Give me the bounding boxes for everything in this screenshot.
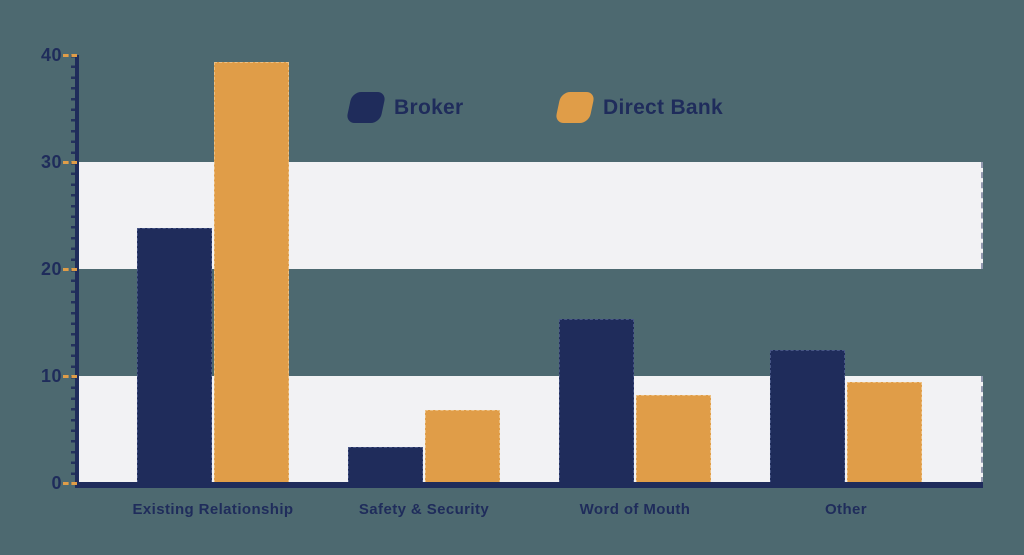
bar-direct-bank-safety-security — [425, 410, 500, 483]
x-axis-line — [75, 482, 983, 488]
y-axis-label-10: 10 — [40, 366, 62, 386]
x-axis-label-existing-relationship: Existing Relationship — [132, 501, 294, 518]
y-axis-label-20: 20 — [40, 259, 62, 279]
y-axis-tick-20 — [63, 268, 77, 271]
bar-direct-bank-word-of-mouth — [636, 395, 711, 483]
direct-bank-legend-label: Direct Bank — [603, 95, 724, 119]
y-axis-label-40: 40 — [40, 45, 62, 65]
bar-broker-existing-relationship — [137, 228, 212, 483]
broker-legend-swatch — [345, 92, 387, 123]
direct-bank-legend-swatch — [554, 92, 596, 123]
y-axis-tick-10 — [63, 375, 77, 378]
bar-broker-word-of-mouth — [559, 319, 634, 483]
y-axis-tick-40 — [63, 54, 77, 57]
legend-item-direct-bank: Direct Bank — [554, 92, 724, 123]
bar-direct-bank-other — [847, 382, 922, 483]
bar-direct-bank-existing-relationship — [214, 62, 289, 483]
bar-broker-safety-security — [348, 446, 423, 483]
y-axis-line — [75, 55, 79, 488]
broker-legend-label: Broker — [394, 95, 464, 119]
y-axis-label-30: 30 — [40, 152, 62, 172]
y-axis-tick-30 — [63, 161, 77, 164]
x-axis-label-other: Other — [824, 501, 867, 518]
legend-item-broker: Broker — [345, 92, 464, 123]
y-axis-tick-0 — [63, 482, 77, 485]
x-axis-label-word-of-mouth: Word of Mouth — [579, 501, 691, 518]
y-axis-label-0: 0 — [51, 473, 62, 493]
x-axis-label-safety-security: Safety & Security — [358, 501, 490, 518]
bar-broker-other — [770, 350, 845, 483]
